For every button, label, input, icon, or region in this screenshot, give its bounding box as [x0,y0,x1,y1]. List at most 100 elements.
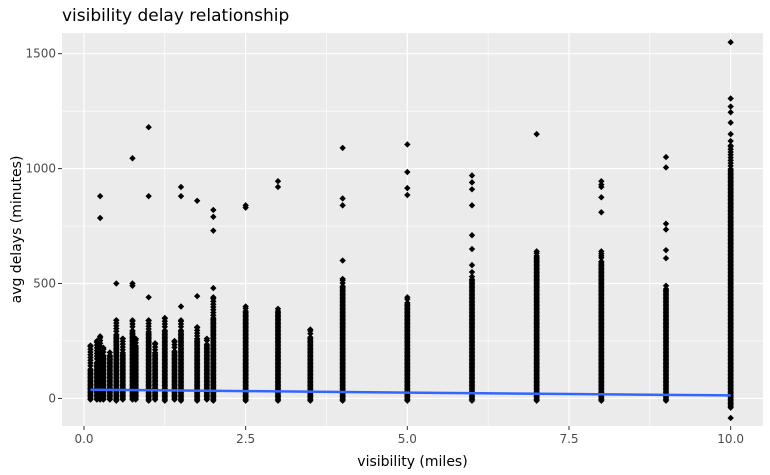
data-point [404,294,411,301]
outlier-point [727,119,734,126]
data-point [87,342,94,349]
outlier-point [404,191,411,199]
chart-title: visibility delay relationship [62,6,290,26]
outlier-point [598,209,605,216]
outlier-point [662,164,670,171]
outlier-point [662,255,670,262]
outlier-point [598,183,605,191]
data-point [151,340,159,347]
outlier-point [129,282,136,290]
x-tick-label: 7.5 [559,432,578,446]
data-point [87,366,94,373]
y-tick-label: 1000 [25,162,56,176]
outlier-point [727,130,734,138]
x-tick-label: 0.0 [74,432,93,446]
data-point [119,335,126,342]
data-point [113,331,120,338]
outlier-point [468,186,476,193]
data-point [100,352,107,359]
y-tick-label: 500 [33,277,56,291]
data-point [129,327,136,334]
data-point [727,165,734,173]
outlier-point [210,213,217,221]
outlier-point [274,178,282,185]
x-tick-label: 10.0 [717,432,744,446]
outlier-point [727,414,734,422]
trend-line [90,388,731,397]
data-point [145,317,152,324]
axes: 0.0 2.5 5.0 7.5 10.0 0 500 1000 1500 [25,47,744,446]
data-point [339,283,346,290]
outlier-point [727,109,734,116]
trend-line-layer [90,388,731,397]
data-point [161,327,169,334]
outlier-point [598,178,605,185]
outlier-point [193,197,201,204]
outlier-point [193,292,201,300]
x-tick-label: 5.0 [398,432,417,446]
outlier-point [129,155,136,162]
outlier-point [468,268,476,276]
outlier-point [177,192,185,200]
outlier-point [242,204,249,211]
outlier-point [210,284,217,292]
data-point [177,327,185,334]
outlier-point [662,226,670,233]
outlier-point [662,246,670,254]
outlier-point [468,202,476,209]
outlier-point [404,141,411,148]
data-point [161,314,169,322]
data-point [404,299,411,307]
data-point [210,294,217,301]
outlier-point [177,303,185,310]
data-point [171,337,178,345]
outlier-point [468,172,476,179]
outlier-point [96,214,104,222]
data-point [307,326,314,333]
outlier-point [404,168,411,176]
data-point [662,282,670,290]
outlier-point [177,183,185,191]
outlier-point [598,194,605,201]
outlier-point [662,153,670,161]
y-tick-label: 0 [48,391,56,405]
data-point [106,349,114,356]
x-tick-label: 2.5 [236,432,255,446]
data-point [339,275,346,283]
outlier-point [404,184,411,192]
outlier-point [339,257,346,264]
outlier-point [145,124,152,131]
outlier-point [145,294,152,301]
outlier-point [339,202,346,209]
outlier-point [598,248,605,255]
data-point [96,333,104,340]
data-point [203,341,211,348]
outlier-point [468,179,476,186]
outlier-point [468,232,476,239]
outlier-point [727,95,734,102]
outlier-point [96,192,104,200]
data-point [132,335,139,342]
outlier-point [113,280,120,287]
data-point [242,303,249,310]
outlier-point [210,227,217,234]
data-point [662,285,670,293]
x-axis-title: visibility (miles) [357,454,467,470]
data-point [203,335,211,342]
data-point [307,334,314,341]
outlier-point [468,261,476,269]
data-point [171,348,178,355]
outlier-point [727,38,734,46]
outlier-point [727,103,734,110]
data-point [113,317,120,324]
outlier-point [727,137,734,145]
outlier-point [533,130,540,138]
outlier-point [339,195,346,202]
data-point [533,248,540,255]
outlier-point [468,245,476,253]
data-point [193,323,201,331]
y-tick-label: 1500 [25,47,56,61]
data-point [598,258,605,265]
outlier-point [662,220,670,227]
